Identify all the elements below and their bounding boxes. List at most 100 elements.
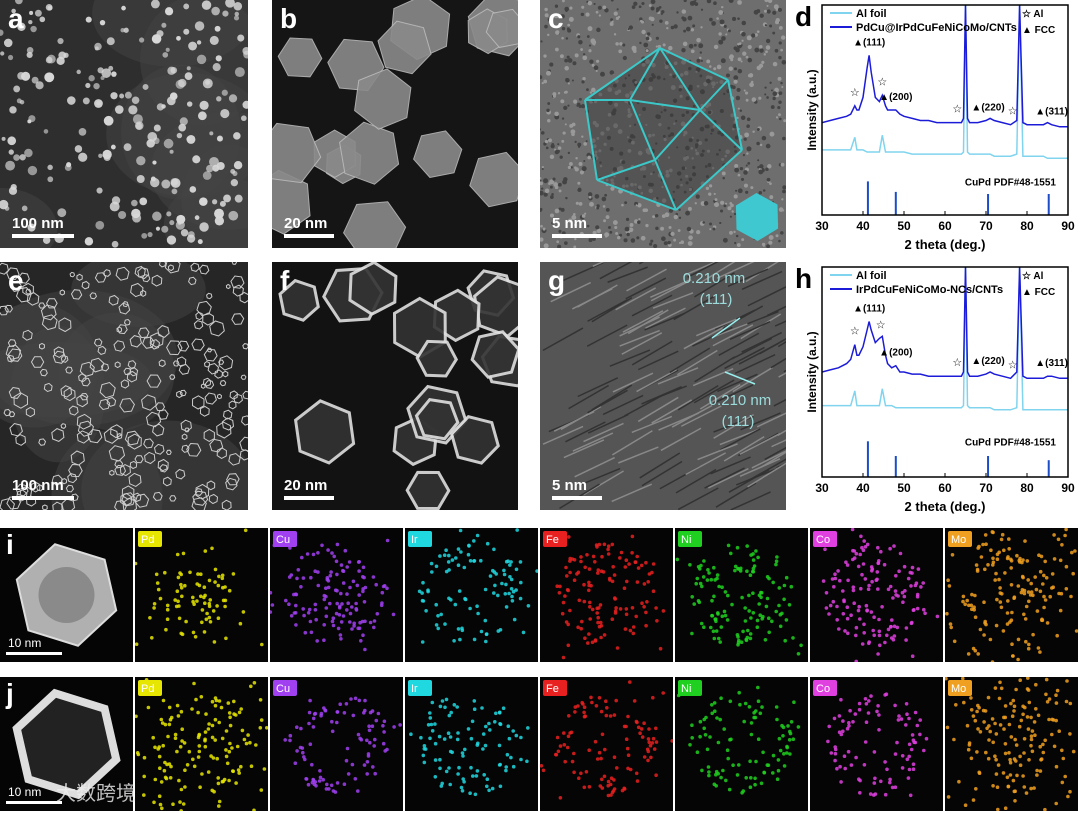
eds-signal xyxy=(599,756,603,761)
lattice-noise xyxy=(764,24,768,27)
eds-signal xyxy=(608,578,612,582)
icosahedron-edge xyxy=(596,159,656,181)
lattice-noise xyxy=(745,55,749,59)
lattice-noise xyxy=(644,208,649,212)
lattice-noise xyxy=(636,236,640,240)
particle xyxy=(132,114,143,125)
particle xyxy=(51,474,63,486)
eds-signal xyxy=(646,737,651,741)
lattice-noise xyxy=(580,48,584,51)
eds-signal xyxy=(612,713,617,717)
lattice-noise xyxy=(545,70,551,76)
eds-signal xyxy=(741,629,745,634)
eds-signal xyxy=(440,699,445,703)
lattice-fringe xyxy=(727,268,769,287)
eds-signal xyxy=(775,555,779,559)
eds-signal xyxy=(661,609,666,613)
eds-signal xyxy=(993,686,998,690)
eds-signal xyxy=(729,551,733,556)
lattice-noise xyxy=(768,240,773,245)
eds-signal xyxy=(740,595,744,600)
eds-signal xyxy=(567,714,571,718)
eds-signal xyxy=(345,746,350,751)
lattice-noise xyxy=(664,212,670,218)
particle xyxy=(85,16,92,23)
eds-signal xyxy=(366,754,371,758)
particle xyxy=(162,52,169,58)
eds-signal xyxy=(902,564,907,569)
lattice-noise xyxy=(586,88,589,92)
lattice-fringe xyxy=(675,468,717,494)
particle xyxy=(186,442,202,457)
lattice-noise xyxy=(720,200,725,205)
eds-signal xyxy=(1066,794,1070,799)
eds-signal xyxy=(310,762,314,767)
eds-signal xyxy=(196,710,200,715)
lattice-fringe xyxy=(583,422,624,443)
eds-signal xyxy=(746,628,750,633)
eds-signal xyxy=(331,623,336,628)
eds-signal xyxy=(458,637,462,642)
eds-signal xyxy=(1025,715,1030,719)
lattice-noise xyxy=(564,123,567,126)
lattice-fringe xyxy=(622,310,664,333)
lattice-noise xyxy=(728,0,734,3)
eds-signal xyxy=(759,595,763,600)
eds-signal xyxy=(692,602,696,606)
particle xyxy=(176,356,187,367)
eds-map xyxy=(405,677,538,811)
eds-signal xyxy=(587,785,592,789)
eds-signal xyxy=(475,604,479,608)
eds-signal xyxy=(642,721,646,725)
eds-signal xyxy=(577,598,582,603)
lattice-noise xyxy=(628,227,634,233)
eds-signal xyxy=(1027,700,1032,705)
eds-signal xyxy=(579,626,583,631)
particle xyxy=(222,409,233,420)
particle xyxy=(66,96,76,105)
eds-signal xyxy=(204,712,208,716)
lattice-noise xyxy=(637,203,642,208)
eds-signal xyxy=(593,560,597,564)
eds-signal xyxy=(498,628,503,632)
lattice-noise xyxy=(540,190,544,196)
eds-signal xyxy=(591,554,596,559)
element-label: Ir xyxy=(411,683,418,695)
particle xyxy=(136,155,146,166)
eds-signal xyxy=(322,623,327,627)
icosahedron-icon xyxy=(735,193,779,241)
eds-signal xyxy=(714,772,718,777)
eds-signal xyxy=(698,719,703,724)
eds-signal xyxy=(471,774,475,778)
eds-signal xyxy=(852,556,857,560)
lattice-noise xyxy=(696,37,701,43)
eds-signal xyxy=(207,601,212,606)
eds-signal xyxy=(350,605,354,609)
scale-bar-label: 100 nm xyxy=(12,477,64,494)
eds-signal xyxy=(1042,605,1046,610)
particle xyxy=(151,274,163,287)
eds-signal xyxy=(316,551,320,555)
eds-signal xyxy=(718,717,722,722)
eds-signal xyxy=(751,591,755,595)
eds-signal xyxy=(443,622,447,626)
lattice-noise xyxy=(596,27,601,33)
particle xyxy=(47,5,53,11)
y-axis-label: Intensity (a.u.) xyxy=(805,331,819,412)
eds-signal xyxy=(436,626,441,631)
eds-signal xyxy=(196,735,201,740)
lattice-noise xyxy=(618,49,623,54)
eds-signal xyxy=(287,602,291,606)
eds-signal xyxy=(833,572,837,576)
particle xyxy=(85,82,91,89)
eds-signal xyxy=(460,628,465,633)
particle xyxy=(218,355,234,371)
lattice-noise xyxy=(740,115,746,121)
particle xyxy=(17,72,25,80)
eds-signal xyxy=(210,699,215,704)
eds-signal xyxy=(480,706,484,710)
lattice-noise xyxy=(559,155,563,159)
eds-signal xyxy=(326,548,330,552)
eds-signal xyxy=(842,754,847,758)
